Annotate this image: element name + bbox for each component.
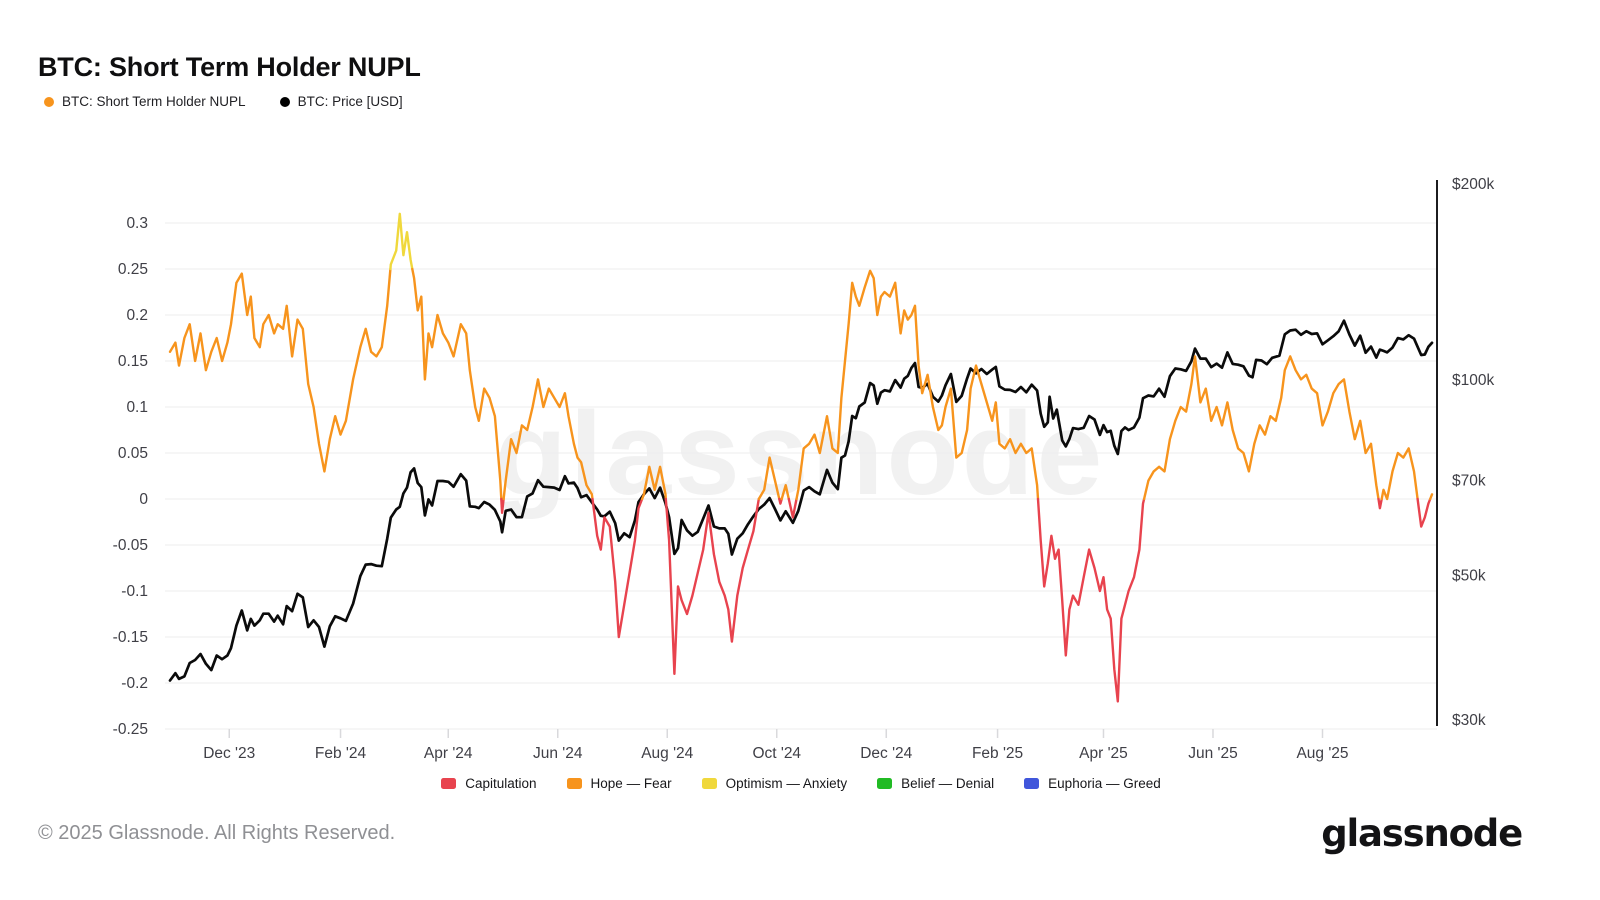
nupl-line-segment[interactable]: [787, 497, 798, 519]
nupl-line-segment[interactable]: [168, 267, 392, 473]
nupl-line-segment[interactable]: [591, 497, 644, 639]
left-axis-tick-label: -0.05: [113, 537, 148, 554]
left-axis-tick-label: -0.1: [121, 583, 148, 600]
price-series-label: BTC: Price [USD]: [297, 94, 403, 109]
x-axis-tick-label: Jun '24: [533, 745, 583, 762]
x-axis-tick-label: Aug '25: [1296, 745, 1348, 762]
x-axis-tick-label: Dec '23: [203, 745, 255, 762]
series-legend: BTC: Short Term Holder NUPL BTC: Price […: [44, 94, 403, 109]
regime-legend-item[interactable]: Euphoria — Greed: [1024, 776, 1161, 791]
regime-swatch-icon: [877, 778, 893, 789]
left-axis-tick-label: -0.25: [113, 721, 148, 738]
left-axis-tick-label: 0.05: [118, 445, 148, 462]
regime-legend: Capitulation Hope — Fear Optimism — Anxiet…: [165, 776, 1437, 791]
x-axis-tick-label: Feb '24: [315, 745, 367, 762]
regime-swatch-icon: [441, 778, 457, 789]
nupl-line-segment[interactable]: [1036, 497, 1146, 703]
nupl-line-segment[interactable]: [411, 267, 503, 501]
price-line[interactable]: [168, 319, 1434, 682]
regime-label: Capitulation: [465, 776, 537, 791]
regime-swatch-icon: [701, 778, 717, 789]
x-axis-tick-label: Oct '24: [752, 745, 801, 762]
nupl-line-segment[interactable]: [1428, 493, 1434, 501]
left-axis-tick-label: 0.2: [126, 307, 148, 324]
left-axis-tick-label: 0.1: [126, 399, 148, 416]
x-axis-tick-label: Jun '25: [1188, 745, 1238, 762]
regime-label: Optimism — Anxiety: [725, 776, 848, 791]
regime-label: Belief — Denial: [901, 776, 995, 791]
x-axis-tick-label: Aug '24: [641, 745, 693, 762]
regime-legend-item[interactable]: Hope — Fear: [566, 776, 672, 791]
right-axis-tick-label: $30k: [1452, 712, 1486, 729]
nupl-line-segment[interactable]: [795, 269, 1040, 501]
nupl-line-segment[interactable]: [502, 378, 594, 501]
left-axis-tick-label: 0.25: [118, 261, 148, 278]
x-axis-tick-label: Apr '24: [424, 745, 473, 762]
right-axis-tick-label: $200k: [1452, 176, 1494, 193]
price-series-dot-icon: [279, 96, 290, 107]
nupl-line-segment[interactable]: [780, 484, 790, 501]
left-axis-tick-label: 0.15: [118, 353, 148, 370]
left-axis-tick-label: 0: [139, 491, 148, 508]
nupl-line-segment[interactable]: [664, 497, 760, 675]
regime-swatch-icon: [1024, 778, 1040, 789]
nupl-series-label: BTC: Short Term Holder NUPL: [62, 94, 246, 109]
x-axis-tick-label: Apr '25: [1079, 745, 1128, 762]
page-title: BTC: Short Term Holder NUPL: [38, 52, 421, 83]
nupl-line-segment[interactable]: [778, 497, 783, 505]
regime-legend-item[interactable]: Capitulation: [441, 776, 537, 791]
regime-swatch-icon: [566, 778, 582, 789]
nupl-line-segment[interactable]: [1416, 497, 1432, 528]
copyright-text: © 2025 Glassnode. All Rights Reserved.: [38, 822, 396, 844]
x-axis-tick-label: Feb '25: [972, 745, 1023, 762]
right-axis-tick-label: $50k: [1452, 568, 1486, 585]
nupl-line-segment[interactable]: [1142, 355, 1380, 501]
x-axis-tick-label: Dec '24: [860, 745, 912, 762]
nupl-line-segment[interactable]: [500, 497, 505, 514]
legend-item-price[interactable]: BTC: Price [USD]: [279, 94, 403, 109]
left-axis-tick-label: -0.15: [113, 629, 148, 646]
nupl-line-segment[interactable]: [640, 465, 667, 501]
legend-item-nupl[interactable]: BTC: Short Term Holder NUPL: [44, 94, 246, 109]
nupl-line-segment[interactable]: [1377, 497, 1383, 510]
right-axis-tick-label: $70k: [1452, 473, 1486, 490]
nupl-series-dot-icon: [44, 96, 54, 107]
regime-legend-item[interactable]: Optimism — Anxiety: [701, 776, 848, 791]
regime-label: Hope — Fear: [590, 776, 672, 791]
nupl-line-segment[interactable]: [1380, 447, 1419, 501]
regime-label: Euphoria — Greed: [1048, 776, 1161, 791]
glassnode-logo: glassnode: [1321, 812, 1523, 855]
left-axis-tick-label: 0.3: [126, 215, 148, 232]
nupl-line-segment[interactable]: [757, 456, 781, 501]
watermark-text: glassnode: [495, 388, 1106, 520]
left-axis-tick-label: -0.2: [121, 675, 148, 692]
right-axis-tick-label: $100k: [1452, 372, 1494, 389]
nupl-line-segment[interactable]: [389, 212, 414, 271]
regime-legend-item[interactable]: Belief — Denial: [877, 776, 994, 791]
